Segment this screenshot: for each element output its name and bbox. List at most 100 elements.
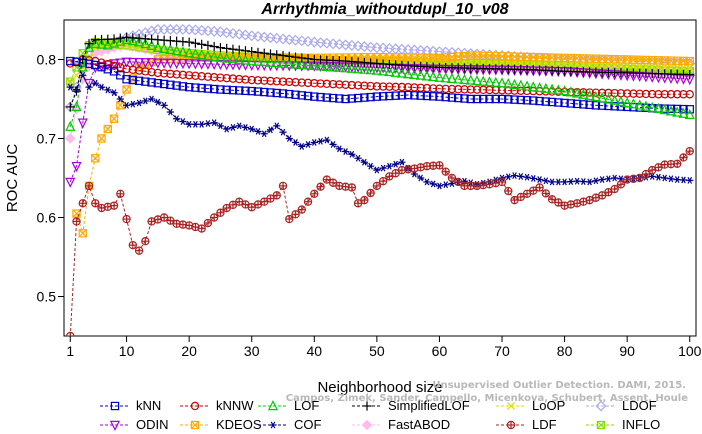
data-point bbox=[648, 173, 656, 180]
legend-swatch-marker bbox=[596, 420, 606, 430]
data-point bbox=[367, 162, 375, 170]
data-point bbox=[578, 88, 589, 99]
data-point bbox=[291, 210, 300, 219]
data-point bbox=[266, 126, 275, 134]
legend-item-inflo: INFLO bbox=[586, 417, 660, 432]
data-point bbox=[128, 65, 138, 74]
data-point bbox=[335, 145, 343, 153]
data-point bbox=[65, 120, 76, 131]
data-point bbox=[140, 58, 151, 69]
series-line bbox=[70, 74, 690, 187]
data-point bbox=[127, 34, 138, 46]
data-point bbox=[304, 141, 312, 148]
data-point bbox=[147, 78, 156, 87]
data-point bbox=[547, 83, 558, 94]
data-point bbox=[215, 51, 226, 63]
data-point bbox=[204, 120, 212, 127]
legend-label: COF bbox=[294, 417, 322, 432]
data-point bbox=[340, 62, 351, 73]
x-axis-label: Neighborhood size bbox=[317, 379, 442, 396]
data-point bbox=[573, 177, 581, 185]
data-point bbox=[685, 69, 695, 80]
data-point bbox=[660, 90, 669, 99]
data-point bbox=[247, 75, 256, 85]
data-point bbox=[178, 82, 188, 91]
data-point bbox=[566, 200, 576, 209]
legend-item-lof: LOF bbox=[258, 398, 319, 413]
data-point bbox=[285, 77, 294, 87]
data-point bbox=[241, 86, 250, 95]
x-axis: 1 10 20 30 40 50 60 70 80 90 100 bbox=[66, 336, 702, 359]
data-point bbox=[392, 160, 400, 168]
data-point bbox=[610, 184, 619, 194]
data-point bbox=[97, 83, 106, 91]
data-point bbox=[360, 93, 369, 102]
data-point bbox=[272, 50, 282, 60]
data-point bbox=[516, 86, 525, 95]
data-point bbox=[673, 176, 681, 183]
data-point bbox=[360, 195, 369, 205]
data-point bbox=[310, 78, 319, 88]
data-point bbox=[191, 71, 200, 80]
data-point bbox=[435, 182, 444, 190]
legend-label: SimplifiedLOF bbox=[388, 398, 470, 413]
data-point bbox=[661, 174, 669, 182]
data-point bbox=[66, 331, 75, 336]
data-point bbox=[78, 229, 87, 238]
legend-item-cof: COF bbox=[258, 417, 322, 432]
data-point bbox=[297, 78, 306, 87]
data-point bbox=[108, 59, 120, 70]
data-point bbox=[378, 92, 388, 101]
legend-swatch-marker bbox=[190, 420, 200, 430]
data-point bbox=[222, 43, 232, 54]
data-point bbox=[591, 88, 601, 97]
x-tick-label: 30 bbox=[244, 343, 260, 359]
data-point bbox=[72, 86, 81, 93]
data-point bbox=[447, 93, 457, 102]
data-point bbox=[66, 83, 74, 91]
data-point bbox=[153, 68, 163, 78]
data-point bbox=[84, 59, 94, 69]
data-point bbox=[221, 60, 232, 71]
data-point bbox=[141, 77, 150, 86]
data-point bbox=[216, 73, 225, 82]
legend-swatch-marker bbox=[362, 401, 372, 411]
data-point bbox=[260, 76, 269, 85]
data-point bbox=[586, 178, 594, 186]
data-point bbox=[622, 97, 633, 108]
data-point bbox=[215, 60, 226, 71]
data-point bbox=[229, 124, 237, 131]
data-point bbox=[560, 98, 569, 108]
data-point bbox=[384, 66, 395, 77]
data-point bbox=[410, 91, 419, 100]
data-point bbox=[196, 59, 207, 70]
data-point bbox=[365, 64, 376, 75]
data-point bbox=[128, 75, 138, 85]
data-point bbox=[240, 54, 251, 65]
data-point bbox=[629, 89, 638, 98]
data-point bbox=[441, 84, 450, 94]
series-simplifiedlof bbox=[65, 32, 695, 112]
data-point bbox=[441, 167, 450, 176]
data-point bbox=[115, 35, 126, 46]
data-point bbox=[479, 85, 488, 95]
data-point bbox=[678, 107, 689, 118]
legend-label: LDF bbox=[532, 417, 557, 432]
data-point bbox=[103, 124, 113, 134]
data-point bbox=[109, 34, 119, 44]
data-point bbox=[178, 70, 188, 80]
data-point bbox=[141, 67, 150, 76]
data-point bbox=[372, 181, 382, 191]
data-point bbox=[359, 63, 370, 74]
data-point bbox=[316, 182, 325, 191]
data-point bbox=[666, 104, 676, 113]
data-point bbox=[565, 86, 576, 97]
data-point bbox=[366, 188, 375, 198]
legend-swatch-marker bbox=[269, 421, 277, 429]
data-point bbox=[266, 76, 275, 86]
legend-label: ODIN bbox=[136, 417, 169, 432]
legend-label: KDEOS bbox=[216, 417, 262, 432]
x-tick-label: 90 bbox=[619, 343, 635, 359]
data-point bbox=[654, 173, 663, 181]
x-tick-label: 60 bbox=[432, 343, 448, 359]
